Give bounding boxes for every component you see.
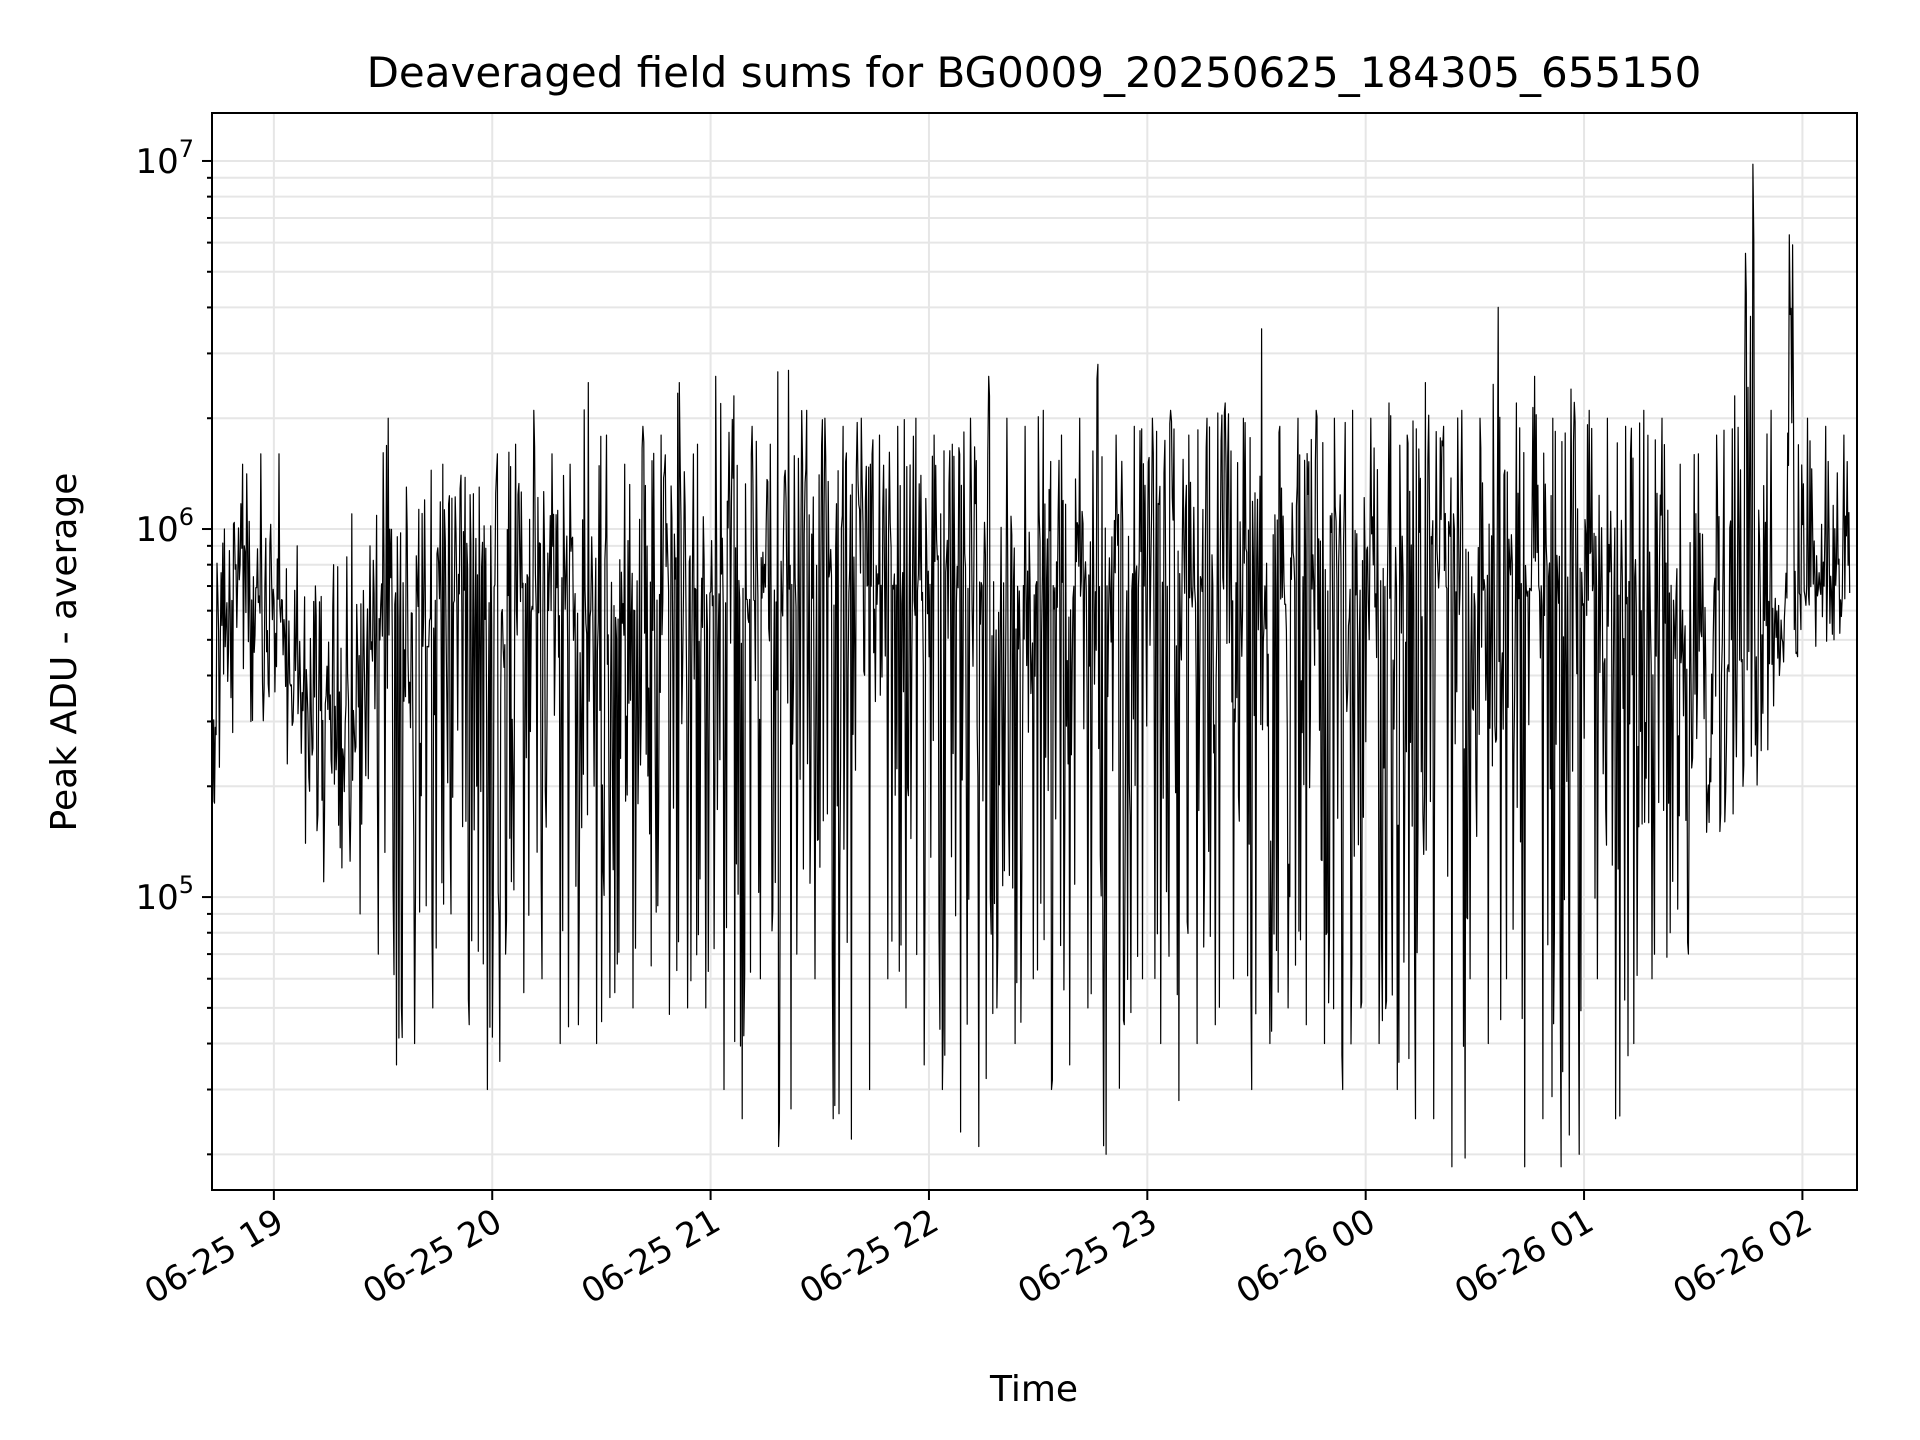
y-axis: 105 106 107 [135,135,212,1156]
gridlines [212,113,1857,1190]
plot-frame [211,112,1858,1191]
x-axis: 06-25 19 06-25 20 06-25 21 06-25 22 06-25 23… [138,1190,1819,1312]
y-tick-label: 105 [135,871,194,918]
x-tick-label: 06-25 19 [138,1201,290,1312]
x-tick-label: 06-25 20 [356,1201,508,1312]
x-tick-label: 06-25 23 [1011,1201,1163,1312]
chart-title: Deaveraged field sums for BG0009_2025062… [367,48,1702,97]
x-tick-label: 06-26 00 [1230,1201,1382,1312]
y-tick-label: 107 [135,135,194,182]
y-axis-label: Peak ADU - average [44,473,85,832]
x-tick-label: 06-25 21 [575,1201,727,1312]
x-tick-label: 06-26 02 [1667,1201,1819,1312]
series-layer [211,163,1851,1168]
x-tick-label: 06-25 22 [793,1201,945,1312]
x-axis-label: Time [989,1369,1078,1410]
series-line [211,163,1851,1168]
y-tick-label: 106 [135,503,194,550]
x-tick-label: 06-26 01 [1448,1201,1600,1312]
